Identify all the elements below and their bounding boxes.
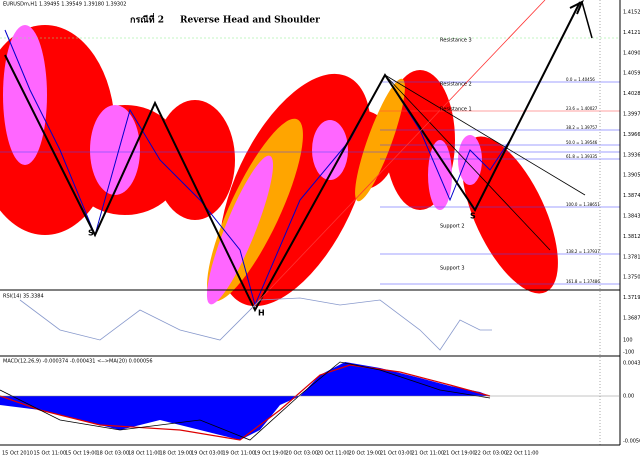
time-tick-label: 21 Oct 03:00 bbox=[380, 451, 413, 457]
rsi-bottom: -100 bbox=[623, 350, 634, 356]
macd-bottom: -0.00503 bbox=[623, 439, 640, 445]
time-tick-label: 15 Oct 19:00 bbox=[65, 451, 98, 457]
chart-art bbox=[0, 0, 621, 446]
arrow-line bbox=[581, 1, 593, 39]
time-tick-label: 22 Oct 11:00 bbox=[506, 451, 539, 457]
fibo-label: 38.2 = 1.39757 bbox=[566, 125, 598, 130]
pink-shape bbox=[458, 135, 482, 185]
fibo-label: 23.6 = 1.40027 bbox=[566, 106, 598, 111]
level-label: Support 2 bbox=[440, 224, 465, 230]
pink-shape bbox=[312, 120, 348, 180]
price-tick-label: 1.39975 bbox=[623, 112, 640, 118]
pattern-letter: S bbox=[88, 229, 94, 238]
time-tick-label: 20 Oct 03:00 bbox=[286, 451, 319, 457]
fibo-label: 0.0 = 1.40456 bbox=[566, 77, 595, 82]
pattern-title: Reverse Head and Shoulder bbox=[180, 16, 320, 26]
price-tick-label: 1.41525 bbox=[623, 10, 640, 16]
price-tick-label: 1.41210 bbox=[623, 30, 640, 36]
price-tick-label: 1.37195 bbox=[623, 295, 640, 301]
price-tick-label: 1.37505 bbox=[623, 275, 640, 281]
level-label: Resistance 1 bbox=[440, 107, 472, 113]
fibo-label: 100.0 = 1.38651 bbox=[566, 202, 600, 207]
time-tick-label: 20 Oct 19:00 bbox=[349, 451, 382, 457]
pink-shape bbox=[90, 105, 140, 195]
macd-line bbox=[0, 361, 491, 441]
macd-top: 0.00432 bbox=[623, 361, 640, 367]
orange-shape bbox=[355, 78, 405, 202]
time-tick-label: 21 Oct 11:00 bbox=[412, 451, 445, 457]
price-tick-label: 1.38430 bbox=[623, 214, 640, 220]
price-tick-label: 1.36870 bbox=[623, 316, 640, 322]
macd-label: MACD(12,26,9) -0.000374 -0.000431 <-->MA… bbox=[3, 359, 153, 365]
pink-shape bbox=[428, 140, 452, 210]
price-tick-label: 1.37815 bbox=[623, 254, 640, 260]
time-tick-label: 20 Oct 11:00 bbox=[317, 451, 350, 457]
rsi-line bbox=[19, 297, 492, 351]
price-tick-label: 1.39665 bbox=[623, 132, 640, 138]
macd-signal bbox=[0, 364, 491, 441]
pattern-zigzag bbox=[4, 1, 581, 313]
time-tick-label: 19 Oct 19:00 bbox=[254, 451, 287, 457]
trend-line bbox=[384, 74, 551, 251]
time-tick-label: 15 Oct 2010 bbox=[2, 451, 33, 457]
fibo-label: 61.8 = 1.39335 bbox=[566, 154, 598, 159]
price-tick-label: 1.39050 bbox=[623, 173, 640, 179]
price-tick-label: 1.38125 bbox=[623, 234, 640, 240]
price-tick-label: 1.39360 bbox=[623, 152, 640, 158]
case-label: กรณีที่ 2 bbox=[130, 13, 164, 26]
level-label: Resistance 2 bbox=[440, 82, 472, 88]
level-label: Support 3 bbox=[440, 266, 465, 272]
time-tick-label: 19 Oct 11:00 bbox=[223, 451, 256, 457]
price-tick-label: 1.40595 bbox=[623, 71, 640, 77]
time-tick-label: 18 Oct 03:00 bbox=[97, 451, 130, 457]
level-label: Resistance 3 bbox=[440, 38, 472, 44]
time-tick-label: 15 Oct 11:00 bbox=[34, 451, 67, 457]
pattern-letter: S bbox=[470, 212, 476, 221]
symbol-info: EURUSDm,H1 1.39495 1.39549 1.39180 1.393… bbox=[3, 2, 126, 8]
macd-histogram bbox=[300, 362, 490, 396]
rsi-label: RSI(14) 35.3384 bbox=[3, 294, 44, 300]
price-tick-label: 1.40285 bbox=[623, 91, 640, 97]
time-tick-label: 18 Oct 11:00 bbox=[128, 451, 161, 457]
price-tick-label: 1.40900 bbox=[623, 50, 640, 56]
fibo-label: 50.0 = 1.39546 bbox=[566, 140, 598, 145]
time-tick-label: 22 Oct 03:00 bbox=[475, 451, 508, 457]
macd-zero: 0.00 bbox=[623, 394, 634, 400]
fibo-label: 138.2 = 1.37937 bbox=[566, 249, 600, 254]
trend-line bbox=[384, 74, 586, 196]
time-tick-label: 18 Oct 19:00 bbox=[160, 451, 193, 457]
pink-shape bbox=[206, 155, 274, 305]
macd-histogram bbox=[0, 396, 300, 440]
rsi-top: 100 bbox=[623, 338, 633, 344]
fibo-label: 161.8 = 1.37486 bbox=[566, 279, 600, 284]
price-tick-label: 1.38740 bbox=[623, 193, 640, 199]
time-tick-label: 19 Oct 03:00 bbox=[191, 451, 224, 457]
time-tick-label: 21 Oct 19:00 bbox=[443, 451, 476, 457]
channel-line bbox=[249, 0, 546, 311]
pattern-letter: H bbox=[258, 309, 265, 318]
